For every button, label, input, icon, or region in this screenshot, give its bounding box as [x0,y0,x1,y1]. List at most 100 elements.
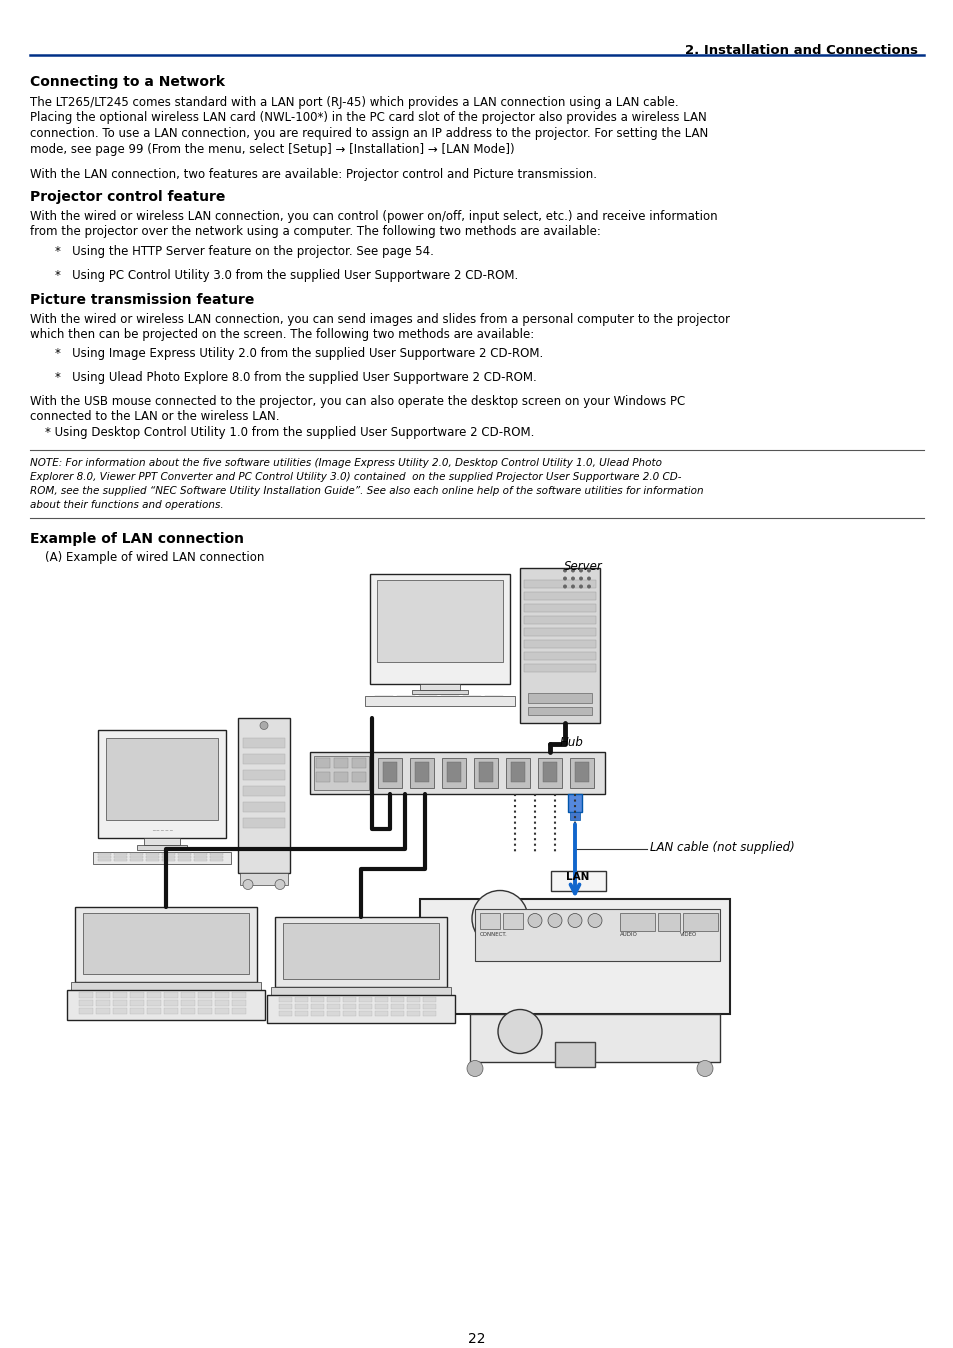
Bar [98,852,111,855]
Bar [555,1042,595,1066]
Text: Projector control feature: Projector control feature [30,190,225,204]
Text: NOTE: For information about the five software utilities (Image Express Utility 2: NOTE: For information about the five sof… [30,457,661,468]
Circle shape [260,721,268,729]
Bar [243,754,285,763]
Text: _ _ _ _ _: _ _ _ _ _ [152,825,172,830]
Bar [523,592,596,600]
Bar [412,689,468,693]
Bar [146,852,159,855]
Bar [278,996,292,1002]
Text: CONNECT.: CONNECT. [479,933,507,937]
Bar [98,856,111,857]
Bar [551,871,605,891]
Bar [144,837,180,844]
Bar [327,1003,339,1008]
Bar [96,992,110,998]
Bar [278,1003,292,1008]
Bar [415,762,429,782]
Bar [210,856,223,857]
Circle shape [467,1061,482,1077]
Bar [575,762,588,782]
Bar [447,762,460,782]
Bar [71,981,261,989]
Bar [181,992,194,998]
Bar [83,913,249,973]
Bar [232,999,246,1006]
Bar [343,1011,355,1015]
Circle shape [567,914,581,927]
Bar [178,856,191,857]
Text: *   Using Ulead Photo Explore 8.0 from the supplied User Supportware 2 CD-ROM.: * Using Ulead Photo Explore 8.0 from the… [55,371,537,384]
Bar [358,1011,372,1015]
Bar [130,1007,144,1014]
Bar [441,758,465,787]
Text: 22: 22 [468,1332,485,1347]
Circle shape [579,767,589,778]
Bar [147,1007,161,1014]
Text: LAN: LAN [566,872,589,883]
Bar [181,999,194,1006]
Bar [310,751,604,794]
Bar [370,573,510,683]
Bar [475,909,720,961]
Bar [130,992,144,998]
Bar [479,913,499,929]
Bar [523,639,596,647]
Bar [271,987,451,995]
Bar [198,1007,212,1014]
Text: VIDEO: VIDEO [679,933,697,937]
Circle shape [571,585,575,589]
Text: 2. Installation and Connections: 2. Installation and Connections [684,44,917,57]
Bar [567,794,581,811]
Bar [193,856,207,857]
Bar [311,996,324,1002]
Text: connection. To use a LAN connection, you are required to assign an IP address to: connection. To use a LAN connection, you… [30,127,707,140]
Bar [377,758,401,787]
Bar [214,999,229,1006]
Bar [112,1007,127,1014]
Bar [358,1003,372,1008]
Bar [267,995,455,1023]
Bar [527,706,592,714]
Bar [422,1003,436,1008]
Bar [214,992,229,998]
Bar [334,771,348,782]
Circle shape [578,585,582,589]
Bar [243,802,285,811]
Bar [511,762,524,782]
Bar [327,1011,339,1015]
Bar [314,755,369,790]
Bar [164,999,178,1006]
Bar [106,737,218,820]
Text: *   Using Image Express Utility 2.0 from the supplied User Supportware 2 CD-ROM.: * Using Image Express Utility 2.0 from t… [55,348,542,360]
Text: Hub: Hub [559,736,583,748]
Bar [422,1011,436,1015]
Text: mode, see page 99 (From the menu, select [Setup] → [Installation] → [LAN Mode]): mode, see page 99 (From the menu, select… [30,143,514,155]
Circle shape [547,914,561,927]
Bar [162,859,174,861]
Bar [240,872,288,884]
Bar [391,1011,403,1015]
Text: connected to the LAN or the wireless LAN.: connected to the LAN or the wireless LAN… [30,411,279,423]
Bar [274,917,447,987]
Bar [419,899,729,1014]
Bar [210,859,223,861]
Bar [311,1011,324,1015]
Bar [198,992,212,998]
Circle shape [697,1061,712,1077]
Bar [352,771,366,782]
Bar [79,999,92,1006]
Bar [478,762,493,782]
Bar [96,1007,110,1014]
Bar [569,811,579,820]
Bar [527,693,592,702]
Text: With the wired or wireless LAN connection, you can control (power on/off, input : With the wired or wireless LAN connectio… [30,210,717,222]
Bar [137,844,187,849]
Bar [410,758,434,787]
Bar [294,1003,308,1008]
Text: Server: Server [563,559,602,573]
Circle shape [243,879,253,890]
Bar [311,1003,324,1008]
Text: which then can be projected on the screen. The following two methods are availab: which then can be projected on the scree… [30,328,534,341]
Circle shape [472,891,527,946]
